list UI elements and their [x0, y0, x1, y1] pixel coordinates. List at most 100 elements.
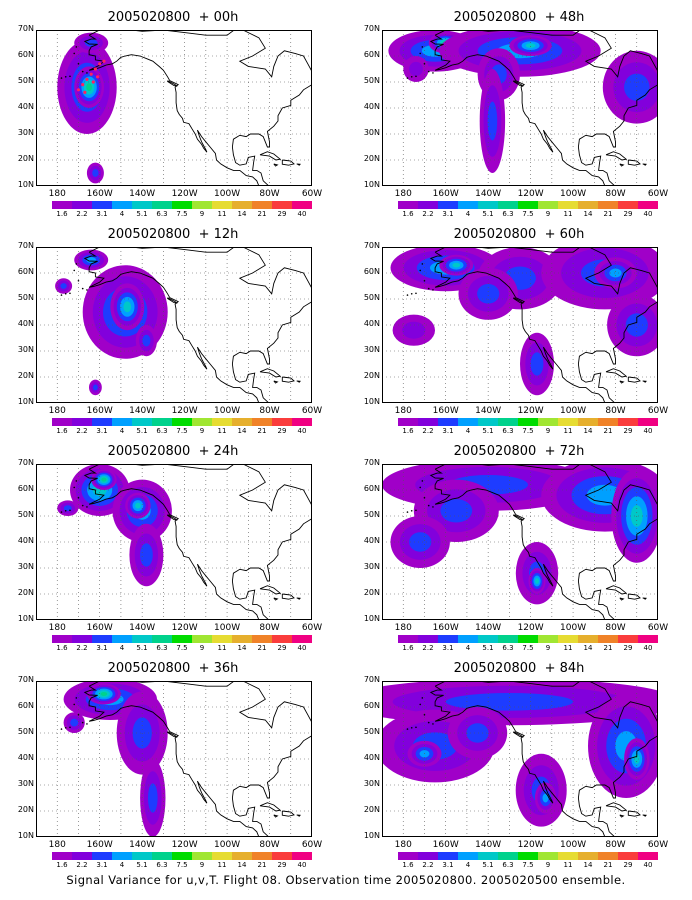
variance-map: [36, 30, 312, 186]
lon-tick-label: 160W: [86, 406, 113, 416]
colorbar-label: 6.3: [156, 644, 168, 652]
colorbar-label: 5.1: [482, 861, 494, 869]
colorbar-swatch: [272, 418, 292, 426]
coastline: [60, 464, 312, 620]
colorbar-label: 2.2: [76, 861, 88, 869]
colorbar-swatch: [498, 852, 518, 860]
colorbar-swatch: [72, 418, 92, 426]
colorbar-label: 14: [583, 644, 593, 652]
colorbar-swatch: [252, 635, 272, 643]
colorbar-swatch: [152, 635, 172, 643]
colorbar-swatch: [212, 852, 232, 860]
colorbar: [52, 852, 312, 860]
lat-tick-label: 40N: [363, 319, 380, 328]
variance-contour: [477, 284, 500, 304]
colorbar-swatch: [172, 635, 192, 643]
colorbar-swatch: [418, 201, 438, 209]
colorbar-label: 6.3: [502, 210, 514, 218]
lon-tick-label: 100W: [560, 623, 587, 633]
lon-tick-label: 140W: [129, 623, 156, 633]
coastline: [60, 681, 312, 837]
colorbar-label: 3.1: [442, 644, 454, 652]
colorbar-label: 1.6: [56, 427, 68, 435]
lon-tick-label: 160W: [432, 189, 459, 199]
map-panel-36h: 2005020800 + 36h 70N 60N 50N 40N 30N 20N 10N 180…: [0, 651, 346, 869]
colorbar-label: 7.5: [522, 427, 534, 435]
lon-tick-label: 80W: [605, 406, 626, 416]
lat-tick-label: 70N: [363, 24, 380, 33]
colorbar-label: 7.5: [522, 644, 534, 652]
variance-contour: [142, 334, 151, 347]
lon-tick-label: 100W: [214, 189, 241, 199]
colorbar-label: 6.3: [502, 861, 514, 869]
colorbar-swatch: [498, 635, 518, 643]
colorbar-label: 2.2: [76, 644, 88, 652]
colorbar-swatch: [192, 635, 212, 643]
lat-tick-label: 40N: [17, 102, 34, 111]
colorbar-swatch: [458, 635, 478, 643]
map-frame: [36, 464, 312, 620]
variance-fill: [390, 247, 658, 396]
colorbar-label: 2.2: [422, 644, 434, 652]
variance-fill: [382, 464, 658, 605]
lat-tick-label: 20N: [17, 371, 34, 380]
colorbar-swatch: [598, 201, 618, 209]
colorbar-swatch: [638, 418, 658, 426]
lat-tick-label: 40N: [17, 536, 34, 545]
lat-tick-label: 20N: [363, 154, 380, 163]
lon-tick-label: 140W: [129, 840, 156, 850]
lat-tick-label: 20N: [363, 805, 380, 814]
variance-map: [36, 247, 312, 403]
colorbar-label: 9: [199, 210, 205, 218]
lat-tick-label: 50N: [17, 510, 34, 519]
colorbar: [398, 635, 658, 643]
colorbar-label: 11: [217, 861, 227, 869]
panel-title: 2005020800 + 48h: [453, 10, 585, 25]
coastline: [406, 247, 658, 403]
lat-tick-label: 40N: [17, 753, 34, 762]
colorbar-label: 6.3: [156, 427, 168, 435]
colorbar-swatch: [558, 201, 578, 209]
variance-contour: [60, 283, 67, 289]
lon-tick-label: 80W: [605, 840, 626, 850]
lon-tick-label: 80W: [259, 840, 280, 850]
colorbar-swatch: [152, 418, 172, 426]
colorbar-label: 9: [199, 644, 205, 652]
colorbar-swatch: [578, 201, 598, 209]
lat-tick-label: 40N: [363, 536, 380, 545]
lon-tick-label: 140W: [475, 840, 502, 850]
lat-tick-label: 10N: [17, 180, 34, 189]
colorbar-swatch: [192, 418, 212, 426]
map-panel-12h: 2005020800 + 12h 70N 60N 50N 40N 30N 20N 10N 180…: [0, 217, 346, 435]
map-frame: [36, 681, 312, 837]
colorbar-swatch: [618, 418, 638, 426]
variance-contour: [542, 793, 549, 803]
colorbar-label: 6.3: [502, 644, 514, 652]
lon-tick-label: 140W: [129, 406, 156, 416]
lon-tick-label: 160W: [86, 840, 113, 850]
colorbar: [52, 201, 312, 209]
lat-tick-label: 20N: [17, 588, 34, 597]
variance-contour: [84, 39, 98, 47]
map-frame: [382, 30, 658, 186]
colorbar-swatch: [52, 418, 72, 426]
colorbar-label: 40: [297, 861, 307, 869]
colorbar-label: 9: [545, 861, 551, 869]
lat-tick-label: 30N: [17, 128, 34, 137]
variance-contour: [402, 321, 426, 339]
lat-tick-label: 70N: [363, 675, 380, 684]
colorbar-swatch: [52, 852, 72, 860]
colorbar-label: 40: [643, 644, 653, 652]
colorbar-label: 11: [563, 861, 573, 869]
lat-tick-label: 70N: [17, 458, 34, 467]
lat-tick-label: 10N: [363, 397, 380, 406]
colorbar-label: 4: [119, 427, 125, 435]
lon-tick-label: 100W: [560, 189, 587, 199]
colorbar-swatch: [478, 201, 498, 209]
colorbar-label: 14: [583, 427, 593, 435]
colorbar-swatch: [598, 418, 618, 426]
map-panel-60h: 2005020800 + 60h 70N 60N 50N 40N 30N 20N 10N 180…: [346, 217, 692, 435]
colorbar-label: 29: [623, 861, 633, 869]
lat-tick-label: 30N: [363, 562, 380, 571]
colorbar-swatch: [558, 852, 578, 860]
